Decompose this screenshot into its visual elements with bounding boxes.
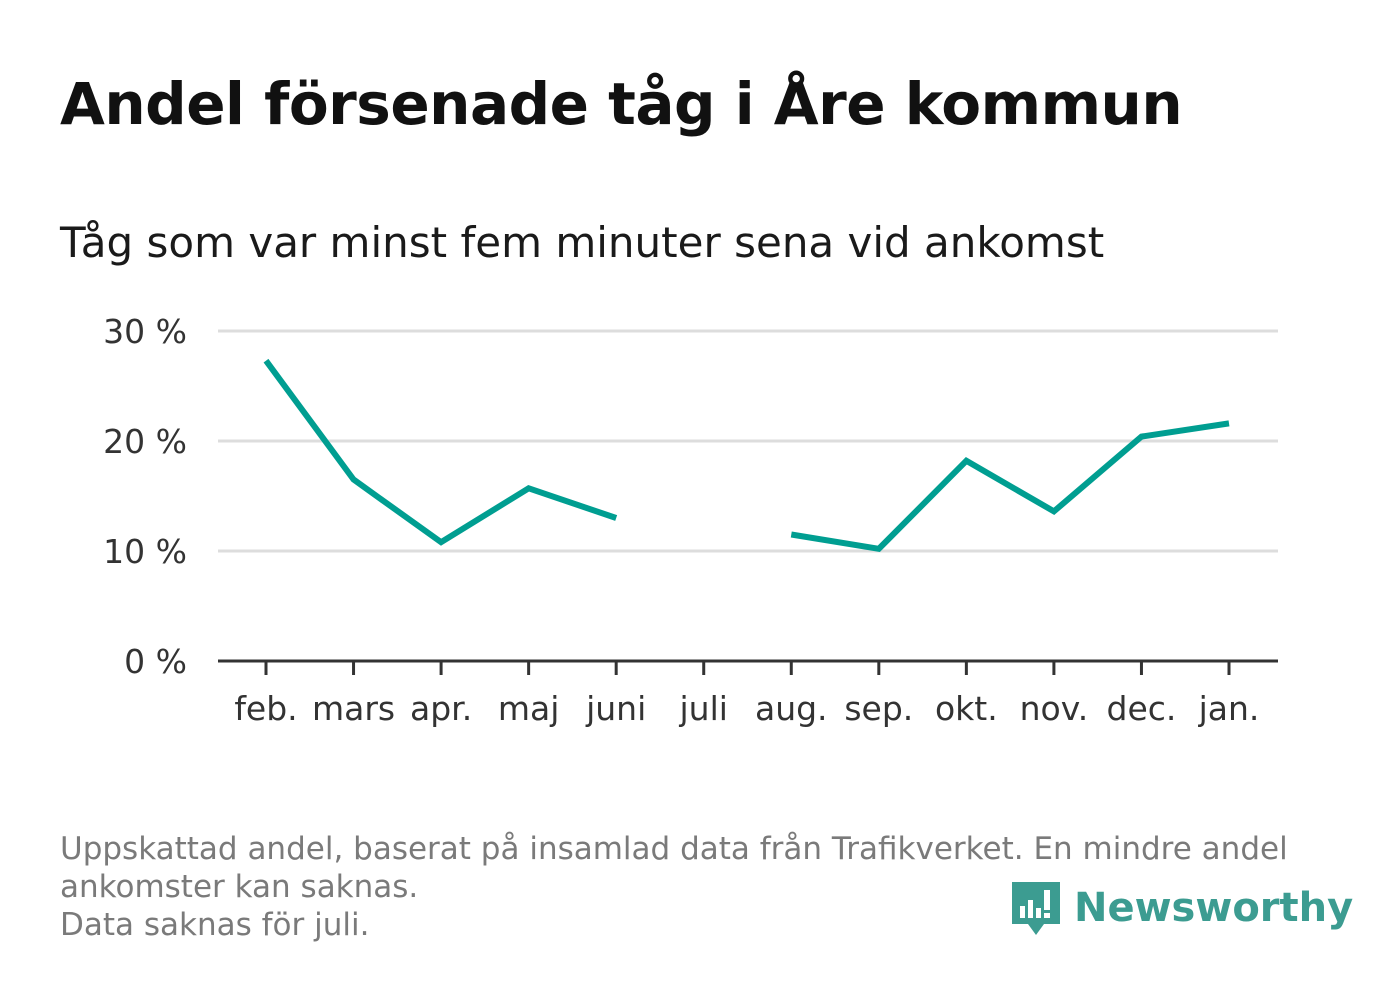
x-tick-label: juli bbox=[679, 689, 728, 728]
newsworthy-logo-icon bbox=[1012, 882, 1060, 935]
x-tick-label: apr. bbox=[410, 689, 472, 728]
y-tick-label: 30 % bbox=[103, 312, 187, 351]
series-line-segment bbox=[263, 358, 618, 546]
y-tick-label: 20 % bbox=[103, 422, 187, 461]
series-line-segment bbox=[790, 420, 1230, 553]
x-tick-label: feb. bbox=[234, 689, 297, 728]
chart-title: Andel försenade tåg i Åre kommun bbox=[60, 70, 1183, 138]
footnote-line-3: Data saknas för juli. bbox=[60, 907, 370, 943]
line-chart: 0 % 10 % 20 % 30 % feb. mars apr. maj juni juli au… bbox=[103, 312, 1278, 728]
x-tick-label: okt. bbox=[935, 689, 998, 728]
x-tick-label: aug. bbox=[755, 689, 828, 728]
brand-name: Newsworthy bbox=[1074, 885, 1354, 931]
x-tick-label: nov. bbox=[1020, 689, 1089, 728]
x-tick-label: juni bbox=[585, 689, 646, 728]
y-tick-label: 10 % bbox=[103, 532, 187, 571]
footnote: Uppskattad andel, baserat på insamlad da… bbox=[60, 830, 1320, 944]
chart-subtitle: Tåg som var minst fem minuter sena vid a… bbox=[60, 218, 1105, 267]
x-tick-label: dec. bbox=[1107, 689, 1177, 728]
y-tick-label: 0 % bbox=[124, 642, 187, 681]
x-tick-label: sep. bbox=[844, 689, 913, 728]
brand-logo: Newsworthy bbox=[1010, 878, 1353, 938]
x-tick-label: maj bbox=[498, 689, 560, 728]
x-tick-label: jan. bbox=[1198, 689, 1260, 728]
footnote-line-2: ankomster kan saknas. bbox=[60, 869, 419, 905]
footnote-line-1: Uppskattad andel, baserat på insamlad da… bbox=[60, 831, 1288, 867]
x-tick-label: mars bbox=[312, 689, 395, 728]
